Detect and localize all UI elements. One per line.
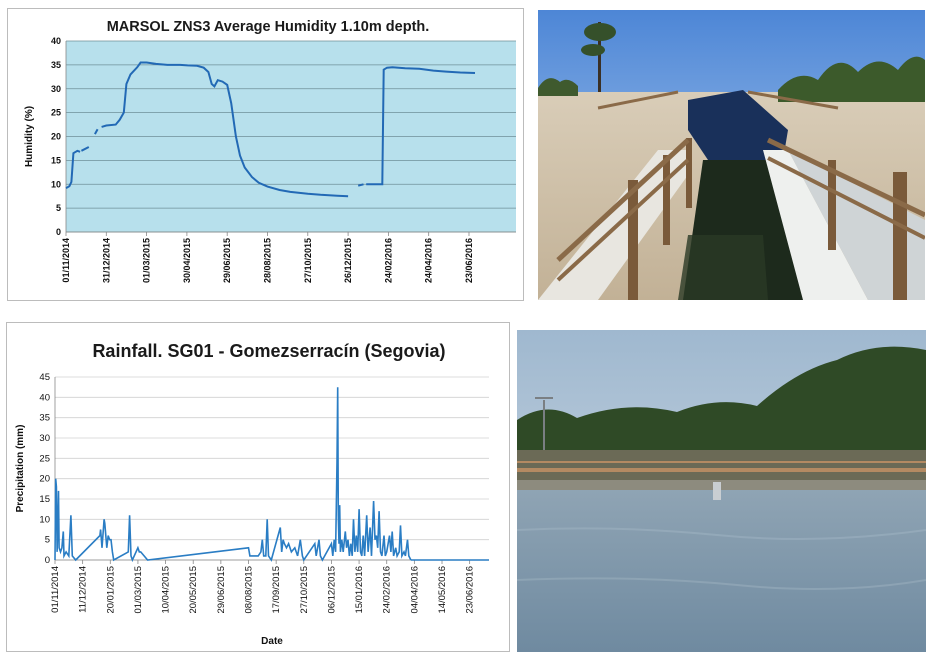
x-tick-label: 29/06/2015: [222, 238, 232, 283]
rainfall-chart-panel: Rainfall. SG01 - Gomezserracín (Segovia)…: [6, 322, 510, 652]
y-axis-label: Humidity (%): [24, 106, 35, 167]
y-tick-label: 10: [39, 514, 50, 525]
y-tick-label: 5: [45, 535, 50, 546]
x-axis-label: Date: [261, 636, 283, 647]
humidity-line: [94, 128, 99, 135]
y-tick-label: 40: [39, 392, 50, 403]
humidity-line: [65, 149, 81, 189]
y-tick-label: 20: [39, 474, 50, 485]
y-tick-label: 0: [56, 227, 61, 237]
x-tick-label: 14/05/2016: [437, 566, 448, 614]
humidity-chart: MARSOL ZNS3 Average Humidity 1.10m depth…: [24, 19, 516, 283]
y-tick-label: 20: [51, 132, 61, 142]
x-tick-label: 28/08/2015: [262, 238, 272, 283]
x-tick-label: 23/06/2016: [464, 238, 474, 283]
rainfall-line: [54, 387, 412, 563]
y-tick-label: 25: [39, 453, 50, 464]
x-tick-label: 23/06/2016: [465, 566, 476, 614]
x-tick-label: 20/05/2015: [188, 566, 199, 614]
humidity-line: [366, 66, 476, 186]
x-tick-label: 08/08/2015: [244, 566, 255, 614]
x-tick-label: 24/02/2016: [383, 238, 393, 283]
y-tick-label: 5: [56, 203, 61, 213]
x-tick-label: 11/12/2014: [78, 566, 89, 613]
x-tick-label: 01/03/2015: [133, 566, 144, 614]
humidity-line: [101, 61, 349, 198]
humidity-chart-panel: MARSOL ZNS3 Average Humidity 1.10m depth…: [7, 8, 524, 301]
y-tick-label: 10: [51, 179, 61, 189]
x-tick-label: 27/10/2015: [303, 238, 313, 283]
y-tick-label: 30: [51, 84, 61, 94]
y-tick-label: 35: [51, 60, 61, 70]
humidity-line: [80, 146, 90, 152]
x-tick-label: 24/02/2016: [382, 566, 393, 614]
x-tick-label: 06/12/2015: [326, 566, 337, 614]
x-tick-label: 26/12/2015: [343, 238, 353, 283]
x-tick-label: 10/04/2015: [161, 566, 172, 614]
x-tick-label: 04/04/2016: [409, 566, 420, 614]
x-tick-label: 01/11/2014: [50, 566, 61, 613]
chart-title: Rainfall. SG01 - Gomezserracín (Segovia): [92, 341, 445, 361]
rainfall-chart: Rainfall. SG01 - Gomezserracín (Segovia)…: [15, 341, 489, 647]
humidity-line: [357, 183, 364, 187]
x-tick-label: 17/09/2015: [271, 566, 282, 614]
y-tick-label: 35: [39, 413, 50, 424]
infiltration-pond-photo: [517, 330, 926, 652]
x-tick-label: 01/03/2015: [142, 238, 152, 283]
x-tick-label: 29/06/2015: [216, 566, 227, 614]
x-tick-label: 30/04/2015: [182, 238, 192, 283]
x-tick-label: 24/04/2016: [424, 238, 434, 283]
x-tick-label: 15/01/2016: [354, 566, 365, 614]
x-tick-label: 27/10/2015: [299, 566, 310, 614]
y-tick-label: 0: [45, 555, 50, 566]
channel-photo-image: [538, 10, 925, 300]
x-tick-label: 20/01/2015: [105, 566, 116, 614]
x-tick-label: 01/11/2014: [61, 238, 71, 283]
y-tick-label: 15: [39, 494, 50, 505]
y-tick-label: 15: [51, 155, 61, 165]
y-tick-label: 30: [39, 433, 50, 444]
y-tick-label: 45: [39, 372, 50, 383]
infiltration-channel-photo: [538, 10, 925, 300]
chart-title: MARSOL ZNS3 Average Humidity 1.10m depth…: [107, 19, 430, 35]
x-tick-label: 31/12/2014: [101, 238, 111, 283]
y-axis-label: Precipitation (mm): [15, 425, 26, 513]
y-tick-label: 25: [51, 108, 61, 118]
y-tick-label: 40: [51, 36, 61, 46]
pond-photo-image: [517, 330, 926, 652]
